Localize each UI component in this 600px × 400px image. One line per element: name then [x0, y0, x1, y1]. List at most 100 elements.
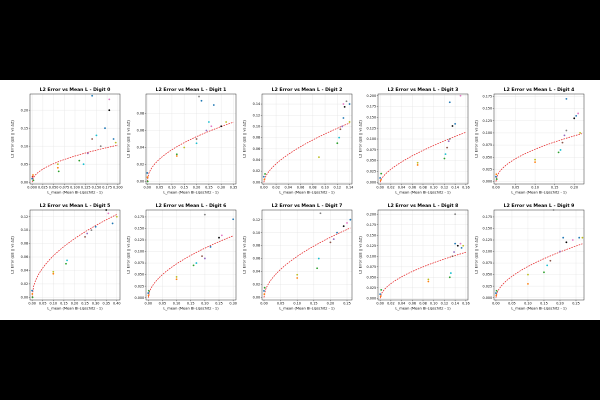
- y-tick-label: 0.10: [253, 125, 261, 129]
- plot-frame: [145, 93, 237, 185]
- data-point: [31, 293, 34, 295]
- data-point: [112, 138, 115, 140]
- y-tick-label: 0.050: [482, 155, 492, 159]
- data-point: [317, 257, 320, 260]
- data-point: [107, 212, 110, 215]
- x-tick-label: 0.02: [272, 186, 280, 190]
- y-tick-label: 0.08: [253, 136, 261, 140]
- data-point: [115, 215, 118, 218]
- data-point: [225, 121, 228, 123]
- data-point: [443, 157, 446, 160]
- x-axis-label: L_mean (Mean Bi-Lipschitz - 1): [279, 191, 335, 195]
- y-tick-label: 0.000: [482, 180, 492, 184]
- subplot-digit-4: L2 Error vs Mean L - Digit 4 0.00 0.05 0.10…: [475, 87, 585, 195]
- y-tick-label: 0.125: [366, 244, 376, 248]
- x-tick-label: 0.10: [168, 186, 176, 190]
- data-point: [456, 244, 459, 247]
- chart-title: L2 Error vs Mean L - Digit 6: [156, 203, 227, 209]
- data-point: [446, 146, 449, 149]
- x-tick-label: 0.15: [310, 302, 318, 306]
- x-tick-label: 0.25: [572, 302, 580, 306]
- x-tick-label: 0.25: [205, 186, 213, 190]
- data-point: [448, 276, 451, 279]
- x-tick-label: 0.04: [398, 186, 406, 190]
- y-tick-label: 0.125: [366, 126, 376, 130]
- y-tick-label: 0.150: [482, 107, 492, 111]
- y-tick-label: 0.05: [21, 162, 29, 166]
- data-point: [318, 156, 320, 159]
- data-point: [52, 272, 55, 275]
- y-tick-label: 0.00: [21, 180, 29, 184]
- data-point: [183, 146, 186, 149]
- data-point: [203, 213, 206, 216]
- data-point: [78, 159, 81, 162]
- y-tick-label: 0.150: [482, 227, 492, 231]
- data-point: [444, 153, 447, 156]
- data-point: [342, 225, 345, 228]
- x-tick-label: 0.05: [159, 302, 167, 306]
- chart-title: L2 Error vs Mean L - Digit 0: [40, 87, 111, 93]
- data-point: [448, 101, 451, 104]
- data-point: [577, 112, 580, 115]
- y-tick-label: 0.06: [253, 147, 261, 151]
- y-axis-label: L2 Error (ΔE || vs ΔZ): [475, 236, 479, 274]
- y-tick-label: 0.02: [253, 283, 261, 287]
- data-point: [559, 250, 561, 253]
- data-point: [427, 280, 430, 283]
- x-tick-label: 0.10: [430, 186, 438, 190]
- data-point: [201, 255, 203, 258]
- data-point: [91, 94, 94, 97]
- data-point: [195, 138, 198, 140]
- data-point: [348, 103, 351, 105]
- data-point: [90, 229, 93, 232]
- chart-title: L2 Error vs Mean L - Digit 2: [272, 87, 343, 93]
- x-tick-label: 0.00: [376, 302, 384, 306]
- data-point: [296, 273, 299, 276]
- data-point: [565, 241, 568, 244]
- x-tick-label: 0.15: [540, 302, 548, 306]
- data-point: [56, 166, 59, 169]
- data-point: [105, 209, 108, 211]
- y-axis-label: L2 Error (ΔE || vs ΔZ): [243, 236, 247, 274]
- y-tick-label: 0.175: [366, 105, 376, 109]
- x-tick-label: 0.06: [409, 302, 417, 306]
- x-tick-label: 0.12: [441, 302, 449, 306]
- x-tick-label: 0.30: [92, 302, 100, 306]
- data-point: [147, 294, 150, 297]
- x-axis-label: L_mean (Mean Bi-Lipschitz - 1): [395, 307, 451, 311]
- x-axis-label: L_mean (Mean Bi-Lipschitz - 1): [47, 191, 103, 195]
- y-axis-label: L2 Error (ΔE || vs ΔZ): [243, 120, 247, 158]
- x-tick-label: 0.05: [277, 302, 285, 306]
- figure: L2 Error vs Mean L - Digit 0 0.000 0.025 0.…: [0, 80, 600, 320]
- x-axis-label: L_mean (Mean Bi-Lipschitz - 1): [163, 191, 219, 195]
- data-point: [571, 239, 574, 241]
- x-tick-label: 0.20: [193, 186, 201, 190]
- data-point: [346, 222, 348, 224]
- data-point: [552, 209, 555, 211]
- x-tick-label: 0.000: [27, 186, 37, 190]
- y-tick-label: 0.100: [482, 131, 492, 135]
- data-point: [195, 262, 198, 264]
- data-point: [565, 129, 568, 132]
- data-point: [448, 138, 451, 140]
- subplot-digit-9: L2 Error vs Mean L - Digit 9 0.00 0.05 0.10…: [475, 203, 585, 311]
- data-point: [220, 125, 223, 128]
- y-tick-label: 0.175: [366, 223, 376, 227]
- data-point: [454, 242, 457, 245]
- x-tick-label: 0.175: [102, 186, 112, 190]
- y-tick-label: 0.08: [21, 242, 29, 246]
- data-point: [543, 271, 545, 274]
- x-tick-label: 0.14: [451, 186, 459, 190]
- data-point: [495, 289, 498, 292]
- x-tick-label: 0.15: [180, 186, 188, 190]
- y-tick-label: 0.12: [253, 113, 261, 117]
- subplot-digit-5: L2 Error vs Mean L - Digit 50.00 0.05 0.10…: [11, 203, 121, 311]
- y-axis-label: L2 Error (ΔE || vs ΔZ): [11, 236, 15, 274]
- data-point: [379, 179, 382, 182]
- data-point: [104, 127, 106, 130]
- data-point: [336, 231, 338, 234]
- data-point: [348, 121, 351, 123]
- data-point: [31, 177, 34, 180]
- data-point: [379, 177, 382, 179]
- y-tick-label: 0.050: [366, 159, 376, 163]
